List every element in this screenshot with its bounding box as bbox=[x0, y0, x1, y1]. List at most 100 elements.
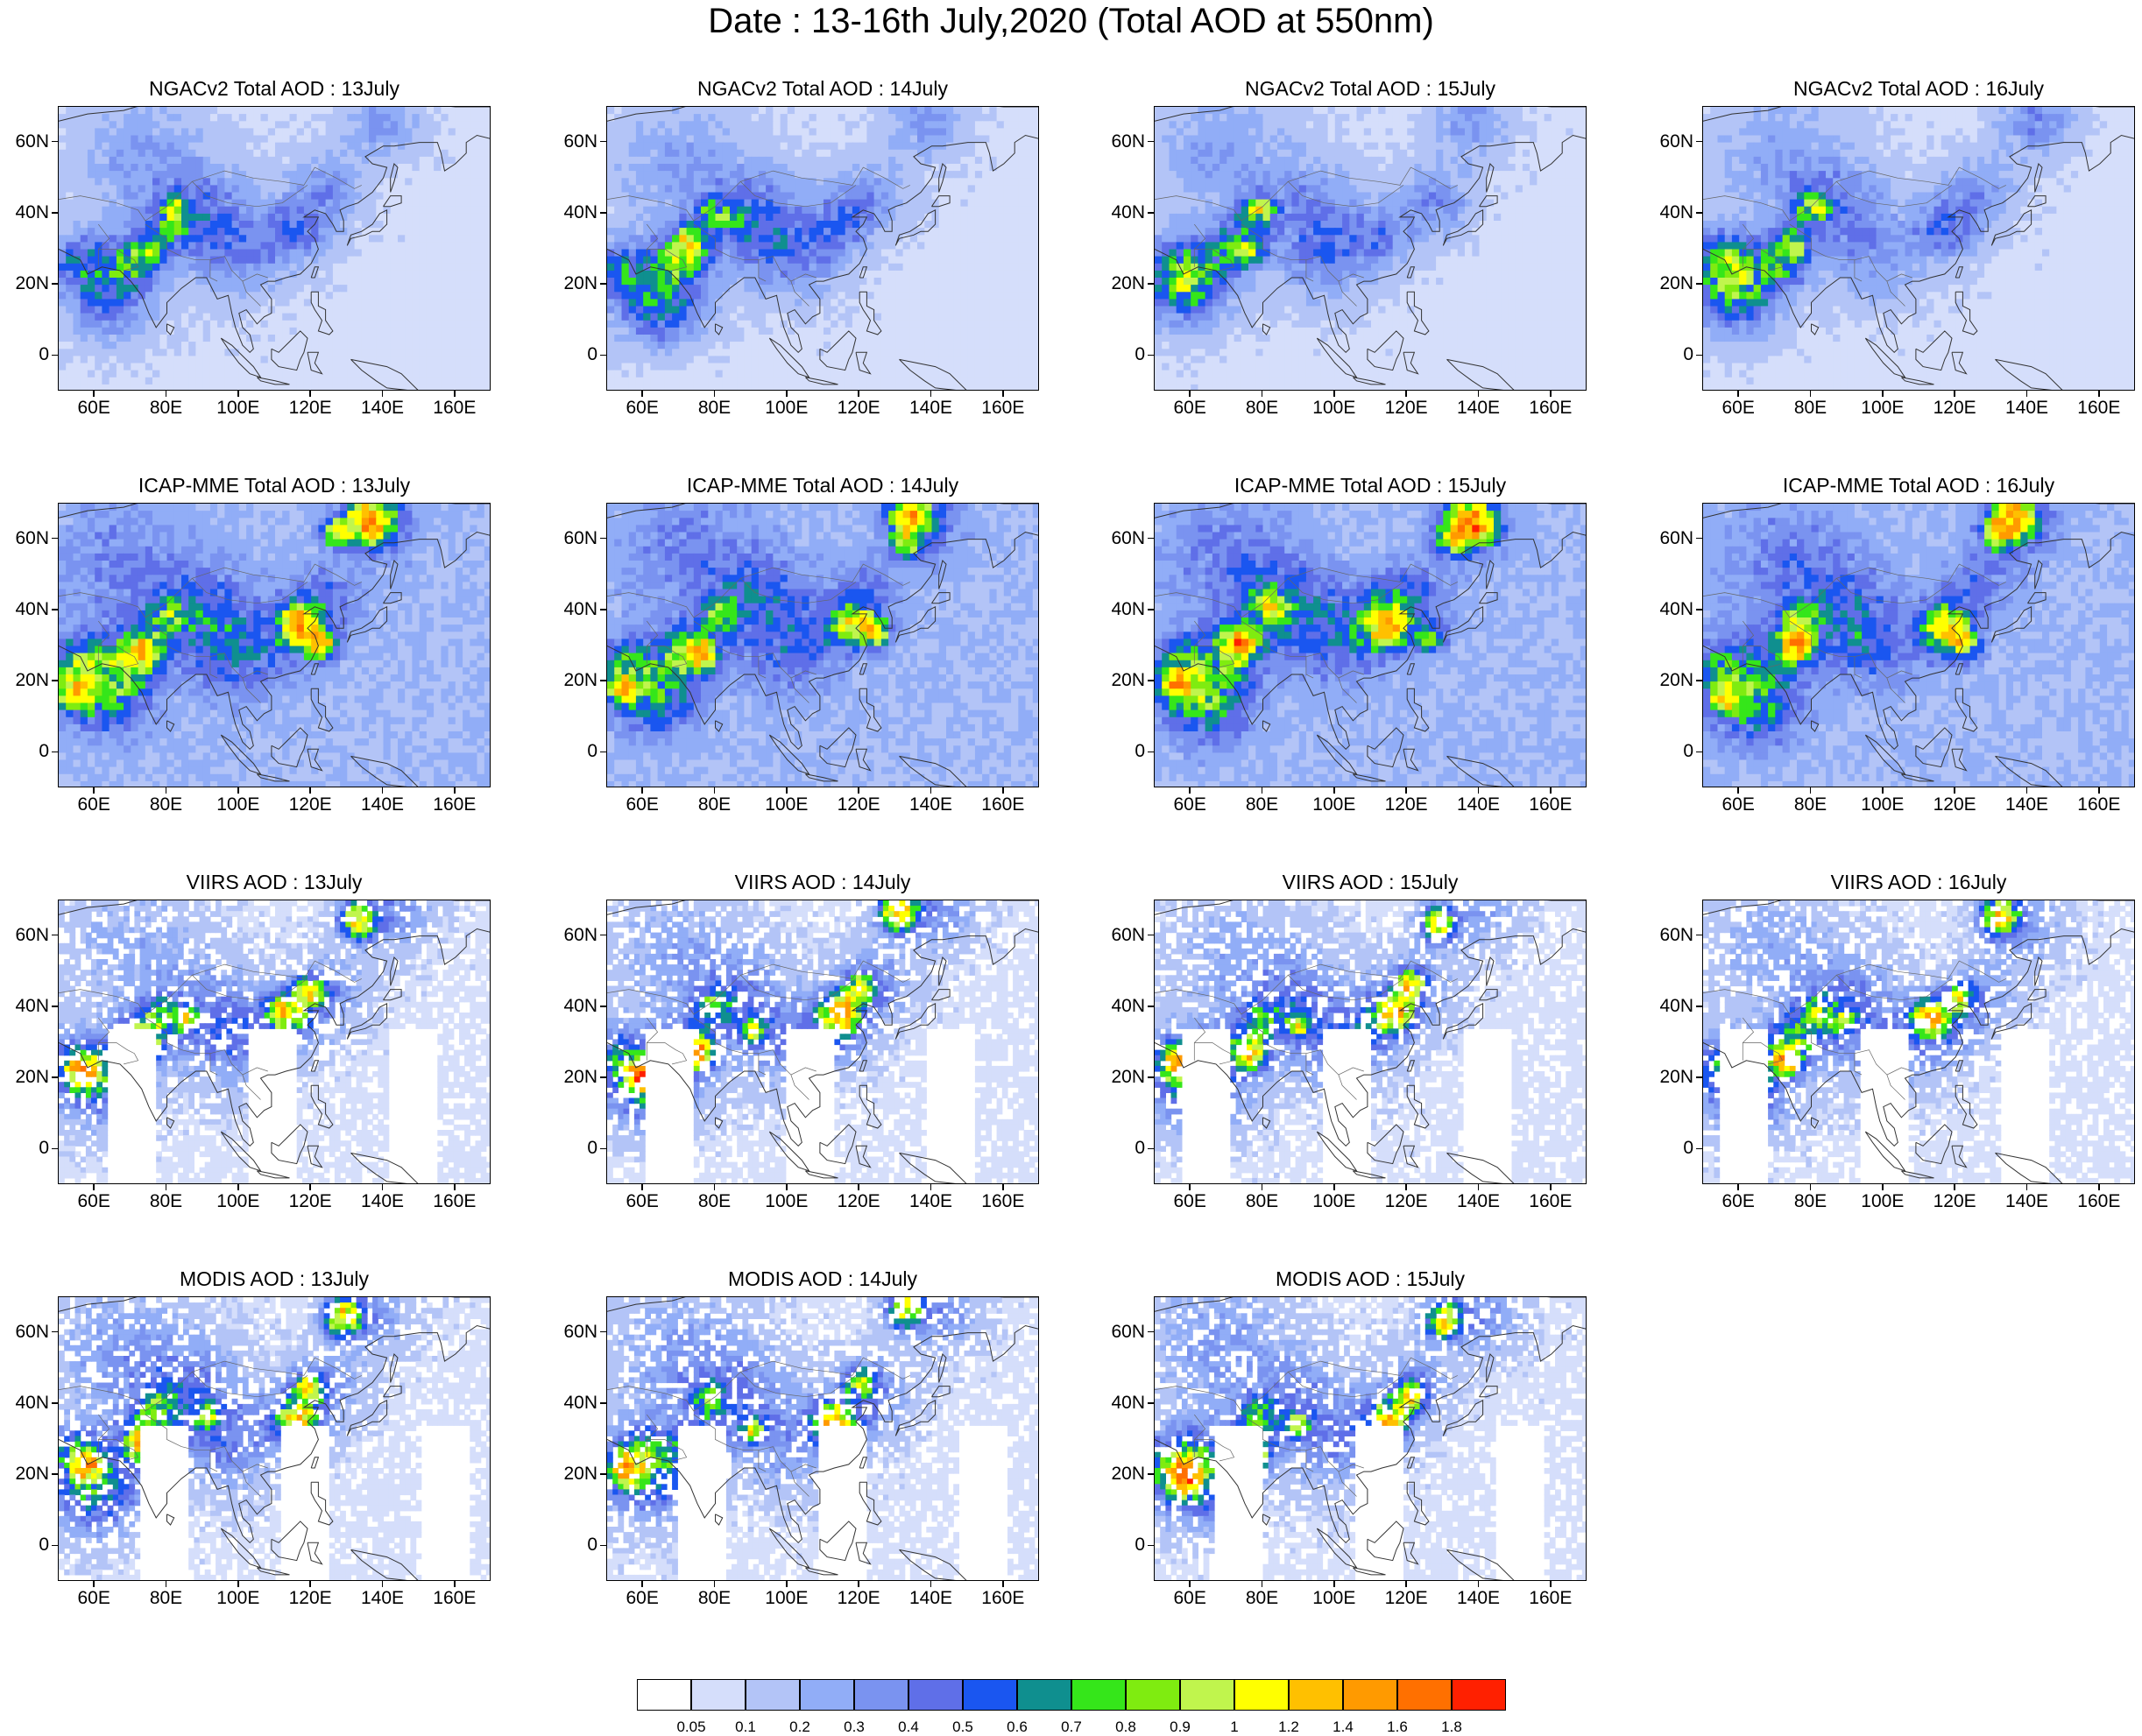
lon-label: 80E bbox=[689, 399, 741, 418]
lat-label: 20N bbox=[1644, 274, 1693, 293]
colorbar-swatch bbox=[800, 1679, 854, 1711]
map-frame bbox=[1702, 503, 2135, 787]
lon-label: 80E bbox=[689, 1192, 741, 1211]
map-frame bbox=[606, 106, 1039, 391]
lon-label: 60E bbox=[616, 795, 668, 815]
lon-label: 160E bbox=[1524, 1192, 1577, 1211]
lon-label: 160E bbox=[2073, 399, 2125, 418]
lon-label: 160E bbox=[977, 795, 1029, 815]
y-tick bbox=[1148, 680, 1154, 681]
lat-label: 20N bbox=[1644, 1068, 1693, 1087]
x-tick bbox=[1333, 1184, 1335, 1190]
x-tick bbox=[786, 1581, 788, 1587]
y-tick bbox=[52, 1076, 58, 1078]
lon-label: 80E bbox=[689, 795, 741, 815]
y-tick bbox=[52, 1545, 58, 1547]
aod-field bbox=[1155, 504, 1587, 787]
y-tick bbox=[1696, 355, 1702, 356]
x-tick bbox=[858, 1184, 859, 1190]
x-tick bbox=[2098, 1184, 2100, 1190]
lon-label: 140E bbox=[2001, 1192, 2054, 1211]
lon-label: 100E bbox=[212, 1589, 265, 1608]
map-frame bbox=[58, 1296, 491, 1581]
y-tick bbox=[1148, 1402, 1154, 1404]
y-tick bbox=[1696, 1148, 1702, 1150]
lat-label: 20N bbox=[1096, 671, 1145, 690]
x-tick bbox=[2026, 391, 2028, 397]
lat-label: 60N bbox=[1096, 1323, 1145, 1342]
colorbar-label: 0.8 bbox=[1099, 1718, 1153, 1736]
aod-map bbox=[607, 107, 1039, 391]
lon-label: 140E bbox=[905, 795, 958, 815]
lon-label: 120E bbox=[1380, 399, 1432, 418]
aod-field bbox=[607, 900, 1039, 1184]
x-tick bbox=[1954, 787, 1955, 794]
y-tick bbox=[52, 1402, 58, 1404]
lon-label: 60E bbox=[1163, 1192, 1216, 1211]
x-tick bbox=[1954, 391, 1955, 397]
x-tick bbox=[714, 1184, 716, 1190]
y-tick bbox=[600, 1148, 606, 1150]
panel-title: MODIS AOD : 14July bbox=[606, 1266, 1039, 1295]
lat-label: 40N bbox=[1644, 203, 1693, 222]
aod-field bbox=[1703, 900, 2135, 1184]
lat-label: 0 bbox=[548, 345, 597, 364]
lon-label: 80E bbox=[1785, 795, 1837, 815]
lat-label: 60N bbox=[0, 132, 49, 152]
lat-label: 0 bbox=[548, 1139, 597, 1158]
lon-label: 120E bbox=[1928, 399, 1981, 418]
colorbar-label: 1.4 bbox=[1316, 1718, 1370, 1736]
lat-label: 40N bbox=[1096, 600, 1145, 619]
panel-title: ICAP-MME Total AOD : 14July bbox=[606, 472, 1039, 502]
lat-label: 40N bbox=[1644, 997, 1693, 1016]
aod-map bbox=[1703, 504, 2135, 787]
y-tick bbox=[52, 935, 58, 936]
x-tick bbox=[382, 1184, 384, 1190]
lon-label: 100E bbox=[1856, 1192, 1909, 1211]
lon-label: 60E bbox=[616, 1192, 668, 1211]
y-tick bbox=[600, 609, 606, 610]
lat-label: 20N bbox=[1096, 274, 1145, 293]
lon-label: 140E bbox=[1453, 399, 1505, 418]
colorbar-label: 0.6 bbox=[990, 1718, 1044, 1736]
lon-label: 100E bbox=[1308, 795, 1361, 815]
aod-map bbox=[607, 900, 1039, 1184]
map-frame bbox=[606, 1296, 1039, 1581]
y-tick bbox=[52, 1331, 58, 1333]
aod-map bbox=[1155, 107, 1587, 391]
x-tick bbox=[309, 1581, 311, 1587]
y-tick bbox=[52, 609, 58, 610]
y-tick bbox=[1696, 141, 1702, 143]
x-tick bbox=[858, 391, 859, 397]
lat-label: 60N bbox=[1644, 529, 1693, 548]
aod-field bbox=[59, 107, 491, 391]
x-tick bbox=[93, 1184, 95, 1190]
lon-label: 80E bbox=[140, 1589, 193, 1608]
x-tick bbox=[93, 391, 95, 397]
panel-title: NGACv2 Total AOD : 14July bbox=[606, 75, 1039, 105]
colorbar-label: 0.3 bbox=[827, 1718, 881, 1736]
x-tick bbox=[309, 1184, 311, 1190]
colorbar-swatch bbox=[1397, 1679, 1452, 1711]
x-tick bbox=[1882, 391, 1884, 397]
x-tick bbox=[454, 787, 456, 794]
lat-label: 20N bbox=[548, 1068, 597, 1087]
x-tick bbox=[1478, 1581, 1480, 1587]
x-tick bbox=[1478, 1184, 1480, 1190]
lon-label: 140E bbox=[1453, 1192, 1505, 1211]
x-tick bbox=[1882, 1184, 1884, 1190]
lon-label: 140E bbox=[905, 1589, 958, 1608]
lat-label: 0 bbox=[0, 1139, 49, 1158]
lon-label: 60E bbox=[1163, 795, 1216, 815]
lat-label: 0 bbox=[0, 345, 49, 364]
lon-label: 120E bbox=[1380, 1192, 1432, 1211]
lon-label: 160E bbox=[1524, 795, 1577, 815]
y-tick bbox=[1696, 1006, 1702, 1007]
y-tick bbox=[1148, 141, 1154, 143]
panel-title: ICAP-MME Total AOD : 13July bbox=[58, 472, 491, 502]
lon-label: 160E bbox=[428, 795, 481, 815]
colorbar-label: 1.6 bbox=[1370, 1718, 1424, 1736]
lat-label: 20N bbox=[548, 274, 597, 293]
aod-field bbox=[607, 1297, 1039, 1581]
